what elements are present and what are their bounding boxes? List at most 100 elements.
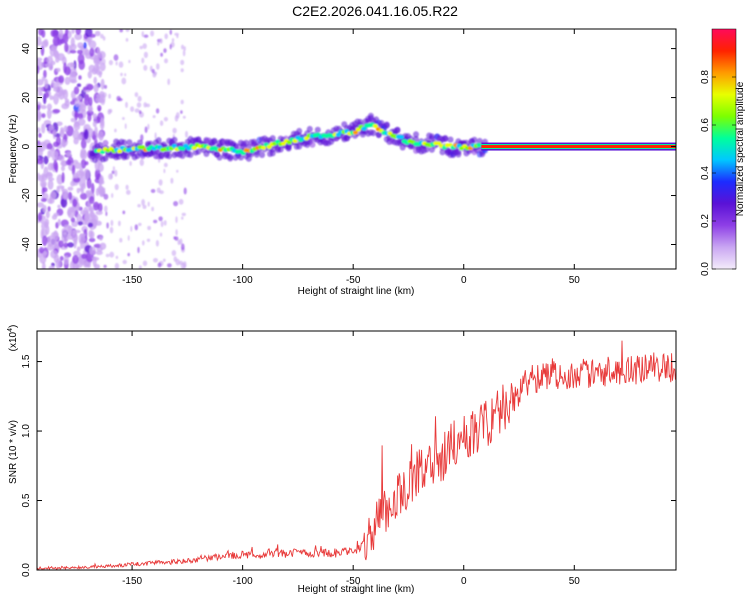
spectrogram-noise-cell [83,129,89,140]
spectrogram-noise-cell [85,210,89,215]
spectrogram-noise-cell [83,86,89,91]
spectrogram-noise-cell [141,31,145,38]
spectrogram-band-cell [375,131,382,138]
spectrogram-band-cell [370,129,377,137]
colorbar: 0.0 0.2 0.4 0.6 0.8 Normalized spectral ampl… [700,28,746,276]
spectrogram-noise-cell [47,179,54,190]
spectrogram-noise-cell [175,216,178,224]
spectrogram-noise-cell [37,104,41,111]
spectrogram-noise-cell [89,33,96,38]
spectrogram-band-cell [211,138,218,145]
spectrogram-noise-cell [163,48,167,53]
spectrogram-noise-cell [127,252,130,257]
spectrogram-noise-cell [37,212,43,222]
spectrogram-noise-cell [99,190,105,197]
spectrogram-ytick-label: -40 [21,237,32,252]
spectrogram-ridge-cell [352,130,358,135]
spectrogram-noise-cell [41,222,46,230]
spectrogram-noise-cell [160,220,164,228]
spectrogram-noise-cell [69,49,77,54]
spectrogram-noise-cell [142,43,147,49]
spectrogram-ridge-cell [191,146,197,150]
spectrogram-noise-cell [84,94,90,106]
spectrogram-noise-cell [181,44,184,50]
spectrogram-noise-cell [172,127,177,134]
spectrogram-noise-cell [125,101,128,108]
spectrogram-ridge-cell [266,145,272,149]
spectrogram-noise-cell [79,150,88,160]
spectrogram-noise-cell [114,262,120,269]
spectrogram-noise-cell [58,29,64,40]
spectrogram-noise-cell [38,174,44,182]
spectrogram-noise-cell [185,130,188,138]
spectrogram-noise-cell [44,78,49,89]
spectrogram-noise-cell [151,69,155,74]
spectrogram-noise-cell [72,172,80,179]
spectrogram-noise-cell [44,92,50,99]
spectrogram-noise-cell [40,104,47,110]
spectrogram-noise-cell [42,204,47,213]
spectrogram-ridge-cell [117,149,123,154]
spectrogram-noise-cell [181,216,184,220]
spectrogram-noise-cell [99,236,103,241]
spectrogram-noise-cell [57,53,65,61]
spectrogram-noise-cell [83,213,90,226]
spectrogram-xlabel: Height of straight line (km) [298,286,415,297]
spectrogram-noise-cell [48,265,55,269]
spectrogram-noise-cell [110,219,114,227]
spectrogram-noise-cell [52,129,57,136]
spectrogram-noise-cell [115,61,118,66]
spectrogram-noise-cell [50,60,56,66]
spectrogram-noise-cell [42,235,48,247]
spectrogram-noise-cell [94,30,101,37]
spectrogram-noise-cell [89,210,94,218]
spectrogram-noise-cell [156,187,161,193]
spectrogram-band-cell [227,155,234,162]
spectrogram-noise-cell [77,49,83,55]
spectrogram-noise-cell [98,131,104,141]
spectrogram-noise-cell [174,32,179,36]
spectrogram-ridge-cell [280,141,287,146]
spectrogram-noise-cell [45,172,53,179]
spectrogram-noise-cell [117,98,123,102]
spectrogram-noise-cell [173,201,179,207]
spectrogram-noise-cell [87,36,91,46]
spectrogram-noise-cell [142,260,148,267]
spectrogram-band-cell [455,148,462,156]
spectrogram-noise-cell [65,29,69,37]
spectrogram-noise-cell [65,159,72,166]
spectrogram-noise-cell [157,41,160,46]
spectrogram-noise-cell [118,61,124,68]
spectrogram-noise-cell [75,98,80,107]
spectrogram-noise-cell [72,254,79,264]
spectrogram-band-cell [439,148,446,156]
snr-series-line [37,340,676,570]
spectrogram-band-cell [447,136,454,143]
spectrogram-noise-cell [76,83,82,87]
spectrogram-noise-cell [150,189,156,193]
spectrogram-noise-cell [57,204,61,209]
spectrogram-noise-cell [169,43,172,50]
spectrogram-noise-cell [127,235,130,241]
spectrogram-ytick-label: 0 [21,143,32,149]
spectrogram-noise-cell [78,113,84,120]
spectrogram-noise-cell [93,76,97,84]
spectrogram-noise-cell [111,170,115,175]
spectrogram-noise-cell [39,141,47,147]
snr-scale-label: (x104) [7,325,19,352]
spectrogram-noise-cell [102,92,107,98]
spectrogram-noise-cell [47,177,55,181]
spectrogram-noise-cell [53,230,59,242]
spectrogram-xtick-label: -100 [233,275,253,286]
spectrogram-noise-cell [94,126,98,136]
spectrogram-noise-cell [93,54,100,66]
spectrogram-noise-cell [180,110,183,114]
colorbar-ticks: 0.0 0.2 0.4 0.6 0.8 [700,70,736,276]
spectrogram-band-cell [102,139,109,147]
spectrogram-noise-cell [162,258,166,262]
spectrogram-noise-cell [150,30,155,37]
spectrogram-band-cell [394,126,401,134]
spectrogram-ylabel: Frequency (Hz) [8,115,19,184]
spectrogram-noise-cell [95,169,101,180]
spectrogram-noise-cell [183,187,187,195]
